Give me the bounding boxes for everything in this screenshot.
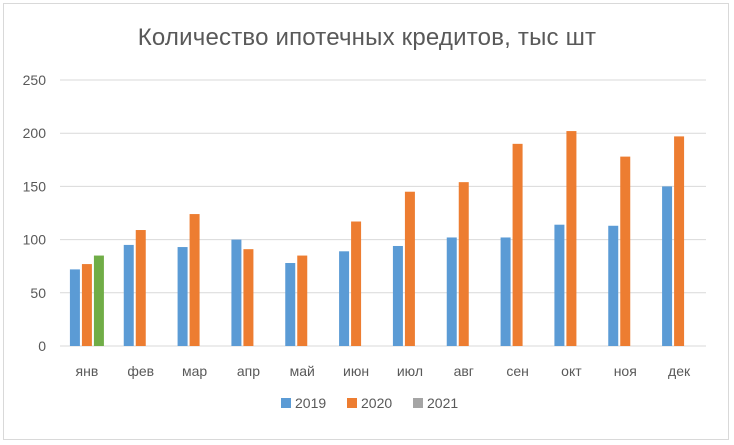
legend-swatch-2020	[347, 398, 357, 408]
x-tick-label: дек	[668, 363, 691, 379]
x-tick-label: мар	[182, 363, 207, 379]
legend-swatch-2019	[281, 398, 291, 408]
bar-2019-фев	[123, 244, 134, 346]
chart-frame	[3, 3, 729, 440]
y-tick-label: 50	[30, 285, 46, 301]
bar-2019-сен	[500, 237, 511, 346]
bar-2019-мар	[177, 247, 188, 346]
legend-swatch-2021	[413, 398, 423, 408]
bar-2020-май	[297, 255, 308, 346]
y-tick-label: 250	[23, 72, 47, 88]
bar-2020-мар	[189, 214, 200, 346]
x-tick-label: фев	[127, 363, 154, 379]
bar-2020-дек	[674, 136, 685, 346]
bar-2020-сен	[512, 143, 523, 346]
bar-2019-июн	[339, 251, 350, 346]
bar-2019-окт	[554, 224, 565, 346]
x-tick-label: ноя	[614, 363, 637, 379]
bar-2020-окт	[566, 131, 577, 346]
chart-title: Количество ипотечных кредитов, тыс шт	[137, 24, 597, 51]
x-tick-label: июн	[343, 363, 369, 379]
x-tick-label: июл	[397, 363, 423, 379]
bar-2020-июн	[351, 221, 362, 346]
bar-2020-апр	[243, 249, 254, 346]
y-tick-label: 100	[23, 232, 47, 248]
y-tick-label: 0	[38, 338, 46, 354]
bar-2020-июл	[404, 191, 415, 346]
legend-label-2019: 2019	[295, 395, 326, 411]
bar-2019-апр	[231, 239, 242, 346]
x-tick-label: май	[290, 363, 315, 379]
x-tick-label: сен	[506, 363, 529, 379]
x-tick-label: авг	[454, 363, 474, 379]
bar-2019-дек	[662, 186, 673, 346]
x-tick-label: янв	[76, 363, 99, 379]
x-tick-label: окт	[561, 363, 582, 379]
x-tick-label: апр	[237, 363, 260, 379]
legend-label-2021: 2021	[427, 395, 458, 411]
y-tick-label: 200	[23, 125, 47, 141]
bar-2020-ноя	[620, 156, 631, 346]
bar-2019-янв	[69, 269, 80, 346]
y-tick-label: 150	[23, 178, 47, 194]
bar-2019-май	[285, 263, 296, 346]
bar-2020-янв	[81, 264, 92, 346]
bar-2020-авг	[458, 182, 469, 346]
bar-2019-ноя	[608, 225, 619, 346]
bar-2021-янв	[93, 255, 104, 346]
bar-2019-июл	[392, 245, 403, 346]
bar-2020-фев	[135, 230, 146, 346]
legend-label-2020: 2020	[361, 395, 392, 411]
bar-2019-авг	[446, 237, 457, 346]
